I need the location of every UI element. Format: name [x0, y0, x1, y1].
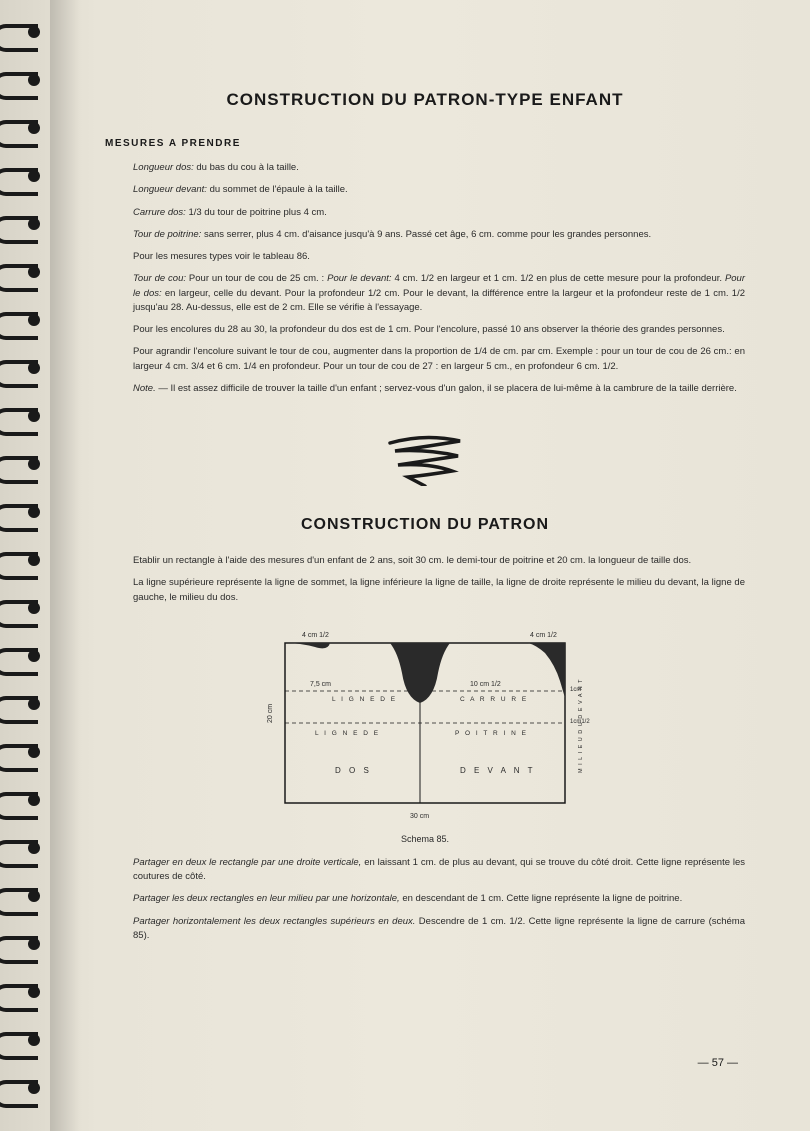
page-number: — 57 — [698, 1057, 738, 1069]
spiral-ring [0, 644, 37, 672]
spiral-ring [0, 164, 37, 192]
flourish-icon [380, 431, 470, 486]
para-partager-2: Partager les deux rectangles en leur mil… [133, 892, 745, 906]
decorative-flourish [105, 431, 745, 491]
para-tour-cou: Tour de cou: Pour un tour de cou de 25 c… [133, 272, 745, 315]
label: Tour de cou: [133, 273, 186, 284]
text: — Il est assez difficile de trouver la t… [156, 383, 737, 394]
para-tour-poitrine: Tour de poitrine: sans serrer, plus 4 cm… [133, 228, 745, 242]
page-content: CONSTRUCTION DU PATRON-TYPE ENFANT MESUR… [105, 90, 745, 951]
schema-label-poitrine: P O I T R I N E [455, 730, 528, 737]
schema-label-carrure-right: 10 cm 1/2 [470, 681, 501, 688]
label: Partager les deux rectangles en leur mil… [133, 893, 400, 904]
text: en largeur, celle du devant. Pour la pro… [133, 288, 745, 313]
schema-label-carrure: C A R R U R E [460, 696, 528, 703]
para-encolures: Pour les encolures du 28 au 30, la profo… [133, 323, 745, 337]
label: Partager horizontalement les deux rectan… [133, 916, 415, 927]
section-title: CONSTRUCTION DU PATRON [105, 516, 745, 534]
spiral-ring [0, 20, 37, 48]
label: Longueur devant: [133, 184, 207, 195]
para-carrure-dos: Carrure dos: 1/3 du tour de poitrine plu… [133, 206, 745, 220]
schema-label-top-right: 4 cm 1/2 [530, 632, 557, 639]
spiral-ring [0, 116, 37, 144]
schema-label-left: 20 cm [267, 704, 274, 723]
schema-label-ligne: L I G N E D E [332, 696, 397, 703]
schema-label-carrure-left: 7,5 cm [310, 681, 331, 688]
spiral-ring [0, 1028, 37, 1056]
schema-label-top-left: 4 cm 1/2 [302, 632, 329, 639]
document-page: CONSTRUCTION DU PATRON-TYPE ENFANT MESUR… [0, 0, 810, 1131]
para-partager-3: Partager horizontalement les deux rectan… [133, 915, 745, 944]
label: Partager en deux le rectangle par une dr… [133, 857, 361, 868]
para-mesures-types: Pour les mesures types voir le tableau 8… [133, 250, 745, 264]
schema-label-bottom: 30 cm [410, 813, 429, 820]
text: Pour un tour de cou de 25 cm. : [186, 273, 327, 284]
text: du bas du cou à la taille. [194, 162, 299, 173]
schema-caption: Schema 85. [105, 834, 745, 844]
para-agrandir: Pour agrandir l'encolure suivant le tour… [133, 345, 745, 374]
spiral-ring [0, 980, 37, 1008]
spiral-ring [0, 788, 37, 816]
spiral-binding [0, 0, 55, 1131]
spiral-ring [0, 356, 37, 384]
spiral-ring [0, 260, 37, 288]
schema-container: 4 cm 1/2 4 cm 1/2 20 cm 7,5 cm L I G N E… [105, 623, 745, 844]
para-note: Note. — Il est assez difficile de trouve… [133, 382, 745, 396]
spiral-ring [0, 932, 37, 960]
spiral-ring [0, 740, 37, 768]
spiral-ring [0, 404, 37, 432]
text: 1/3 du tour de poitrine plus 4 cm. [186, 207, 327, 218]
spiral-ring [0, 308, 37, 336]
spiral-ring [0, 596, 37, 624]
para-longueur-dos: Longueur dos: du bas du cou à la taille. [133, 161, 745, 175]
schema-mark: 1cm [570, 687, 581, 693]
spiral-ring [0, 692, 37, 720]
spiral-ring [0, 884, 37, 912]
label: Pour le devant: [327, 273, 391, 284]
schema-label-dos: D O S [335, 766, 372, 775]
para-partager-1: Partager en deux le rectangle par une dr… [133, 856, 745, 885]
text: du sommet de l'épaule à la taille. [207, 184, 348, 195]
spiral-ring [0, 1076, 37, 1104]
spiral-ring [0, 452, 37, 480]
schema-label-devant: D E V A N T [460, 766, 536, 775]
main-title: CONSTRUCTION DU PATRON-TYPE ENFANT [105, 90, 745, 110]
label: Longueur dos: [133, 162, 194, 173]
spiral-ring [0, 212, 37, 240]
spiral-ring [0, 68, 37, 96]
text: sans serrer, plus 4 cm. d'aisance jusqu'… [201, 229, 651, 240]
spiral-ring [0, 548, 37, 576]
label: Tour de poitrine: [133, 229, 201, 240]
label: Note. [133, 383, 156, 394]
text: en descendant de 1 cm. Cette ligne repré… [400, 893, 683, 904]
para-ligne-sup: La ligne supérieure représente la ligne … [133, 576, 745, 605]
text: 4 cm. 1/2 en largeur et 1 cm. 1/2 en plu… [392, 273, 725, 284]
schema-85-diagram: 4 cm 1/2 4 cm 1/2 20 cm 7,5 cm L I G N E… [260, 623, 590, 823]
para-etablir: Etablir un rectangle à l'aide des mesure… [133, 554, 745, 568]
para-longueur-devant: Longueur devant: du sommet de l'épaule à… [133, 183, 745, 197]
schema-mark: 1cm1/2 [570, 719, 590, 725]
label: Carrure dos: [133, 207, 186, 218]
schema-label-ligne2: L I G N E D E [315, 730, 380, 737]
measures-subtitle: MESURES A PRENDRE [105, 138, 745, 149]
spiral-ring [0, 836, 37, 864]
spiral-ring [0, 500, 37, 528]
